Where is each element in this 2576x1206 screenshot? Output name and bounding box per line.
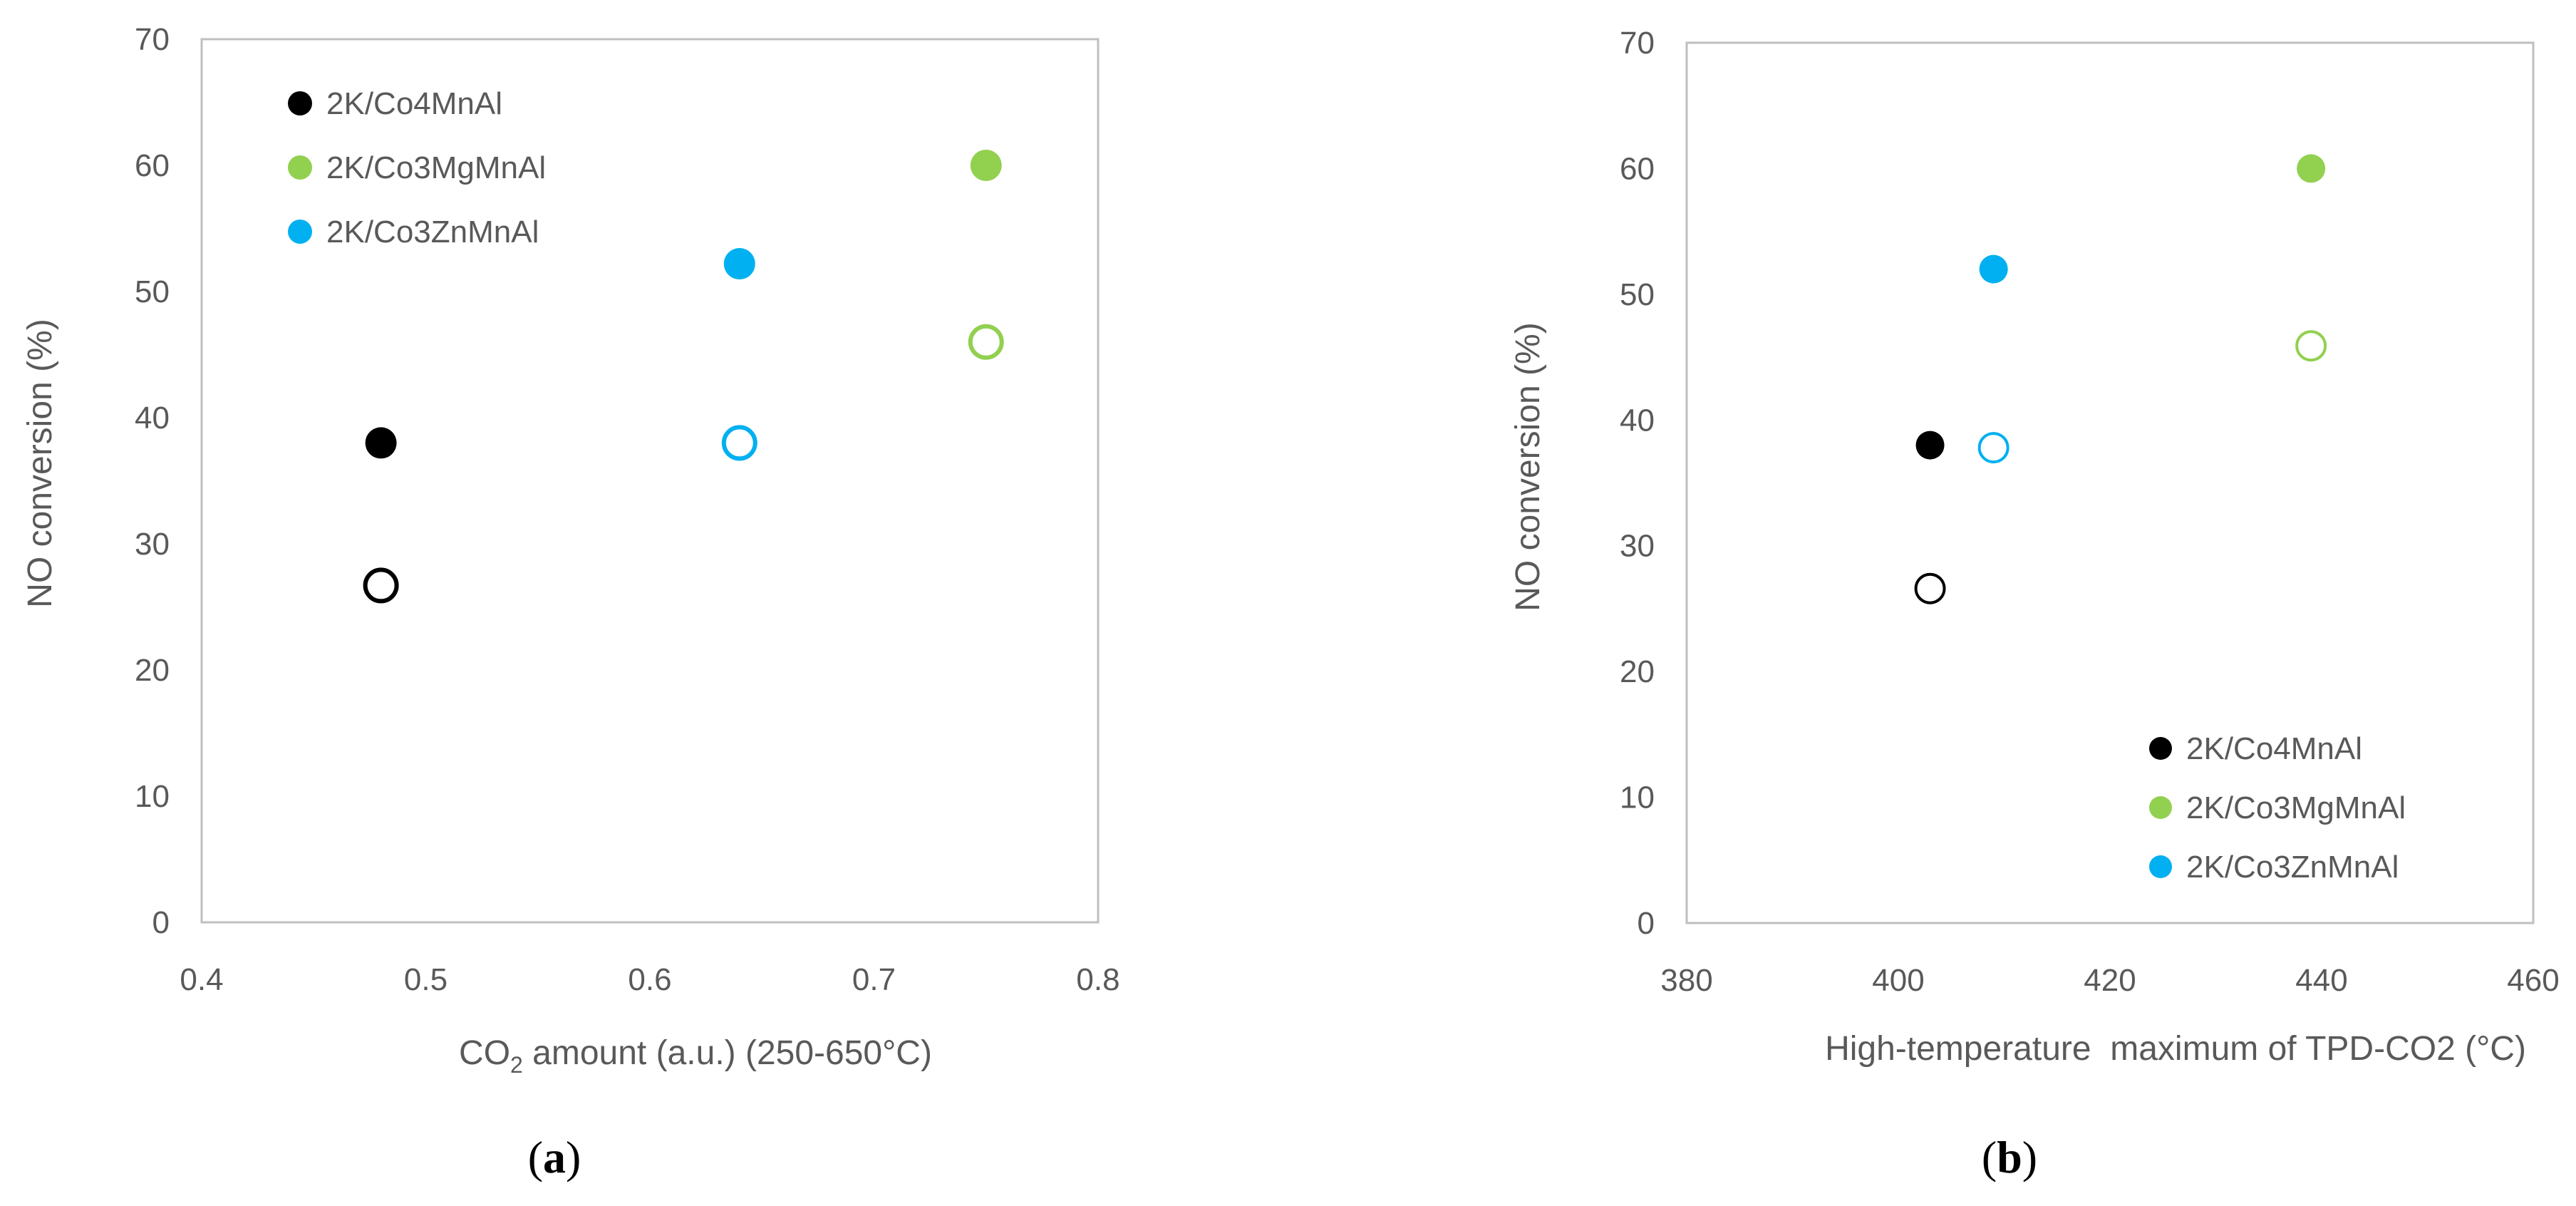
chart-a-y-tick-label: 30 [135,527,170,562]
chart-a-x-axis-title: CO2 amount (a.u.) (250-650°C) [459,1034,932,1078]
legend-label-Co3MgMnAl: 2K/Co3MgMnAl [2186,790,2406,825]
point-open-Co3MgMnAl [968,324,1004,360]
chart-a: 0 10 20 30 40 50 60 70 0.4 0.5 0.6 0.7 0.8 2K/Co4Mn… [21,22,1120,1182]
chart-a-x-tick-label: 0.4 [180,962,223,997]
legend-label-Co3ZnMnAl: 2K/Co3ZnMnAl [326,215,539,249]
chart-a-y-tick-label: 10 [135,779,170,814]
chart-a-x-tick-label: 0.7 [852,962,896,997]
chart-a-y-tick-label: 50 [135,274,170,309]
chart-a-panel-label: (a) [528,1132,581,1182]
chart-b-y-tick-label: 30 [1620,529,1655,564]
chart-b-y-tick-label: 10 [1620,780,1655,815]
legend-label-Co3ZnMnAl: 2K/Co3ZnMnAl [2186,850,2399,885]
point-open-Co3ZnMnAl [1977,432,2009,464]
legend-marker-Co4MnAl [288,91,312,115]
chart-b-legend: 2K/Co4MnAl 2K/Co3MgMnAl 2K/Co3ZnMnAl [2149,731,2406,885]
chart-a-plot-area [200,38,1100,924]
chart-a-y-tick-label: 0 [152,905,170,940]
chart-b-x-tick-label: 440 [2295,963,2347,998]
chart-a-legend: 2K/Co4MnAl 2K/Co3MgMnAl 2K/Co3ZnMnAl [288,86,546,249]
legend-marker-Co4MnAl [2149,737,2172,760]
chart-b-points [1914,154,2327,604]
legend-marker-Co3ZnMnAl [2149,855,2172,878]
chart-b-y-tick-label: 0 [1638,906,1655,941]
chart-a-y-ticks: 0 10 20 30 40 50 60 70 [135,22,170,940]
chart-b-x-tick-label: 380 [1660,963,1712,998]
chart-b-panel-label: (b) [1982,1132,2037,1182]
point-filled-Co4MnAl [1915,431,1945,460]
chart-a-y-tick-label: 20 [135,653,170,688]
point-open-Co3ZnMnAl [721,425,757,461]
legend-marker-Co3MgMnAl [2149,796,2172,819]
chart-b: 0 10 20 30 40 50 60 70 380 400 420 440 460 2K/Co4Mn… [1509,26,2560,1182]
point-filled-Co3ZnMnAl [1979,254,2008,284]
chart-b-y-tick-label: 60 [1620,151,1655,186]
legend-label-Co4MnAl: 2K/Co4MnAl [326,86,502,121]
chart-b-y-tick-label: 20 [1620,654,1655,689]
chart-a-x-tick-label: 0.5 [404,962,448,997]
legend-marker-Co3MgMnAl [288,155,312,180]
chart-a-x-tick-label: 0.6 [628,962,671,997]
chart-b-plot-area [1685,41,2535,924]
legend-label-Co4MnAl: 2K/Co4MnAl [2186,731,2362,766]
chart-a-x-ticks: 0.4 0.5 0.6 0.7 0.8 [180,962,1119,997]
chart-b-y-axis-title: NO conversion (%) [1509,322,1547,611]
chart-b-y-tick-label: 50 [1620,277,1655,312]
chart-b-x-axis-title: High-temperature maximum of TPD-CO2 (°C) [1825,1030,2526,1068]
legend-label-Co3MgMnAl: 2K/Co3MgMnAl [326,150,546,185]
chart-b-x-ticks: 380 400 420 440 460 [1660,963,2559,998]
point-filled-Co3ZnMnAl [723,248,755,280]
point-open-Co3MgMnAl [2295,330,2327,362]
legend-marker-Co3ZnMnAl [288,220,312,244]
point-open-Co4MnAl [363,567,399,604]
chart-b-y-tick-label: 70 [1620,26,1655,61]
chart-a-points [363,150,1004,604]
chart-b-x-tick-label: 460 [2507,963,2559,998]
chart-a-x-tick-label: 0.8 [1076,962,1119,997]
chart-b-x-tick-label: 400 [1872,963,1924,998]
point-filled-Co4MnAl [365,427,397,459]
point-filled-Co3MgMnAl [970,150,1002,181]
chart-a-y-tick-label: 60 [135,148,170,183]
chart-b-x-tick-label: 420 [2084,963,2136,998]
chart-a-y-tick-label: 40 [135,401,170,436]
point-open-Co4MnAl [1914,572,1946,604]
chart-b-y-ticks: 0 10 20 30 40 50 60 70 [1620,26,1655,941]
chart-a-y-axis-title: NO conversion (%) [21,319,59,607]
chart-a-y-tick-label: 70 [135,22,170,57]
point-filled-Co3MgMnAl [2297,154,2326,183]
chart-b-y-tick-label: 40 [1620,403,1655,438]
